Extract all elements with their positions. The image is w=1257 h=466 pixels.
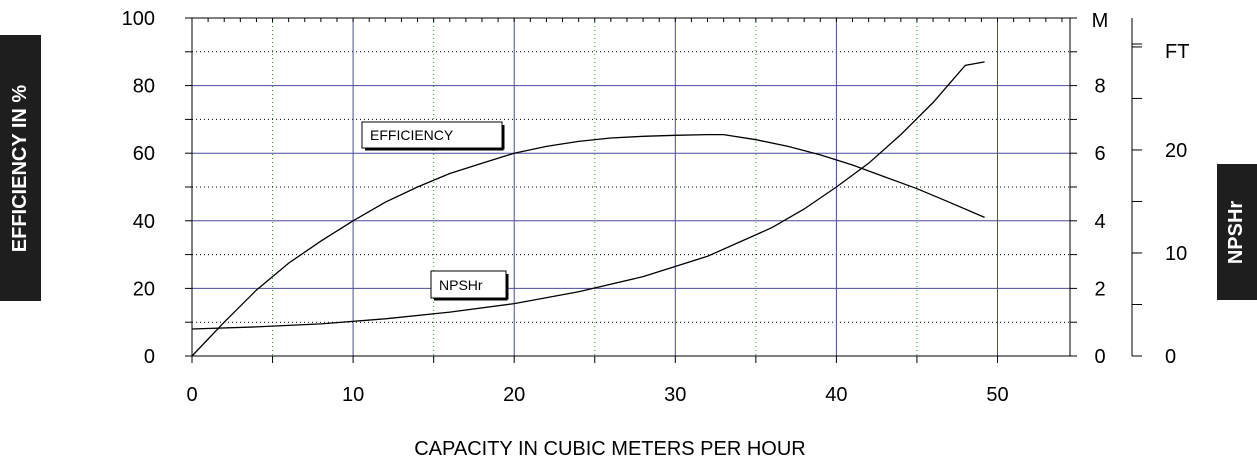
- y-tick-label: 40: [133, 211, 155, 233]
- x-tick-label: 0: [186, 384, 197, 406]
- major-grid-group: [192, 18, 1070, 356]
- series-group: [191, 61, 985, 357]
- npshr-annotation-box: [430, 270, 507, 299]
- x-tick-label: 40: [825, 384, 847, 406]
- minor-grid-group: [192, 18, 1070, 356]
- ft-axis-unit: FT: [1165, 41, 1189, 63]
- m-tick-label: 4: [1094, 211, 1105, 233]
- annotation-group: EFFICIENCY NPSHr: [361, 121, 509, 301]
- y-tick-label: 20: [133, 278, 155, 300]
- y-tick-label: 100: [122, 8, 155, 30]
- axes-group: 0 10 20 30 40 50 0 20 40 60 80 100 0 2 4 6 8 M 0 10 20 FT: [122, 8, 1190, 406]
- x-tick-label: 10: [342, 384, 364, 406]
- series-line-npshr: [191, 61, 985, 330]
- x-tick-label: 20: [503, 384, 525, 406]
- ft-tick-label: 20: [1165, 140, 1187, 162]
- y-tick-label: 0: [144, 346, 155, 368]
- efficiency-annotation-box: [361, 121, 503, 149]
- ft-tick-label: 10: [1165, 243, 1187, 265]
- x-tick-label: 30: [664, 384, 686, 406]
- y-tick-label: 60: [133, 143, 155, 165]
- m-tick-label: 0: [1094, 346, 1105, 368]
- m-axis-unit: M: [1092, 10, 1109, 32]
- series-line-efficiency: [191, 133, 985, 357]
- efficiency-annotation-text: EFFICIENCY: [370, 127, 454, 143]
- m-tick-label: 8: [1094, 76, 1105, 98]
- m-tick-label: 6: [1094, 143, 1105, 165]
- m-tick-label: 2: [1094, 278, 1105, 300]
- x-tick-label: 50: [986, 384, 1008, 406]
- ft-tick-label: 0: [1165, 346, 1176, 368]
- npshr-annotation-text: NPSHr: [439, 277, 483, 293]
- y-axis-title: EFFICIENCY IN %: [0, 35, 41, 301]
- y2-axis-title: NPSHr: [1217, 164, 1257, 300]
- x-axis-title: CAPACITY IN CUBIC METERS PER HOUR: [414, 438, 806, 460]
- y-tick-label: 80: [133, 76, 155, 98]
- chart-svg: 0 10 20 30 40 50 0 20 40 60 80 100 0 2 4 6 8 M 0 10 20 FT EFF…: [122, 8, 1190, 406]
